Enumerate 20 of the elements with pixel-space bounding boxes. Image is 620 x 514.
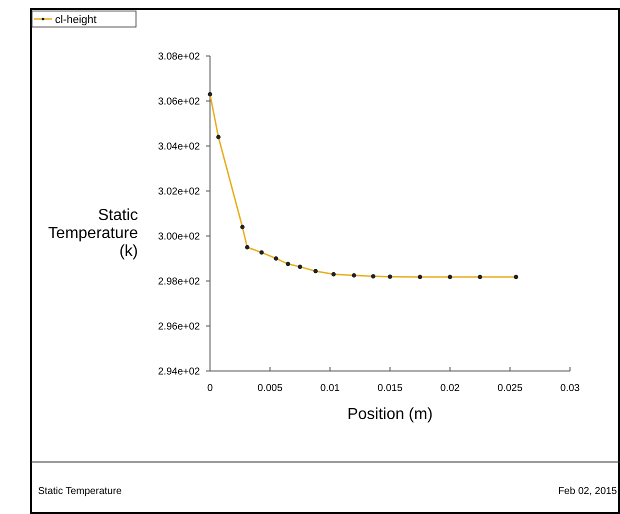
y-axis-title: Static Temperature (k) [48, 207, 138, 260]
x-tick-label: 0.03 [560, 383, 580, 394]
x-tick-label: 0.005 [257, 383, 283, 394]
y-tick-label: 3.00e+02 [158, 232, 200, 242]
x-axis-title: Position (m) [347, 406, 433, 423]
x-tick-label: 0.025 [497, 383, 523, 394]
x-tick-label: 0 [207, 383, 214, 394]
y-tick-label: 3.06e+02 [158, 96, 200, 108]
x-tick-label: 0.015 [377, 383, 403, 394]
y-tick-label: 3.04e+02 [158, 142, 200, 152]
y-tick-label: 2.98e+02 [158, 276, 200, 288]
x-tick-label: 0.01 [320, 383, 340, 394]
x-tick-label: 0.02 [440, 383, 460, 394]
text: Feb 02, 2015 [558, 486, 618, 497]
legend-label: cl-height [55, 14, 97, 26]
y-tick-label: 2.96e+02 [158, 322, 200, 332]
y-tick-label: 3.02e+02 [158, 186, 200, 198]
text: Static Temperature [38, 486, 122, 497]
y-tick-label: 3.08e+02 [158, 52, 200, 62]
y-tick-label: 2.94e+02 [158, 366, 200, 378]
